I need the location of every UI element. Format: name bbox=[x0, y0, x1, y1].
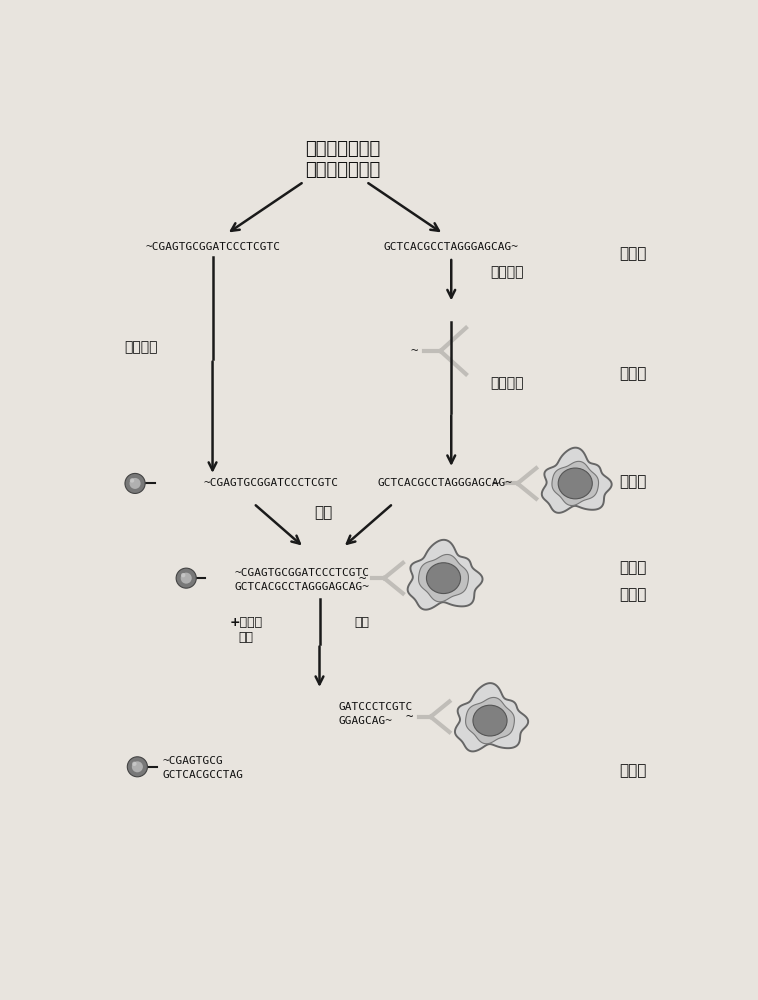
Circle shape bbox=[180, 573, 192, 584]
Text: GGAGCAG~: GGAGCAG~ bbox=[339, 716, 393, 726]
Ellipse shape bbox=[427, 563, 461, 594]
Circle shape bbox=[130, 478, 140, 489]
Text: ~: ~ bbox=[405, 710, 412, 723]
Text: 杂交: 杂交 bbox=[315, 505, 333, 520]
Text: 第三步: 第三步 bbox=[620, 474, 647, 489]
Ellipse shape bbox=[473, 705, 507, 736]
Text: +核酸内: +核酸内 bbox=[230, 616, 262, 629]
Text: GATCCCTCGTC: GATCCCTCGTC bbox=[339, 702, 413, 712]
Text: 合成带有修饰基: 合成带有修饰基 bbox=[305, 140, 381, 158]
Circle shape bbox=[132, 761, 143, 772]
Circle shape bbox=[125, 473, 145, 493]
Ellipse shape bbox=[558, 468, 592, 499]
Text: 连接细胞: 连接细胞 bbox=[490, 376, 524, 390]
Circle shape bbox=[132, 762, 136, 766]
Polygon shape bbox=[408, 540, 483, 610]
Text: 第六步: 第六步 bbox=[620, 763, 647, 778]
Text: ~CGAGTGCGGATCCCTCGTC: ~CGAGTGCGGATCCCTCGTC bbox=[204, 478, 339, 488]
Circle shape bbox=[176, 568, 196, 588]
Text: 第一步: 第一步 bbox=[620, 246, 647, 261]
Text: 酶切: 酶切 bbox=[355, 616, 370, 629]
Polygon shape bbox=[552, 461, 599, 506]
Polygon shape bbox=[465, 697, 515, 744]
Text: ~: ~ bbox=[492, 477, 500, 490]
Polygon shape bbox=[542, 448, 612, 513]
Text: 第二步: 第二步 bbox=[620, 367, 647, 382]
Text: GCTCACGCCTAG: GCTCACGCCTAG bbox=[163, 770, 244, 780]
Circle shape bbox=[127, 757, 148, 777]
Text: 第五步: 第五步 bbox=[620, 588, 647, 603]
Text: 切酶: 切酶 bbox=[238, 631, 253, 644]
Text: 第四步: 第四步 bbox=[620, 561, 647, 576]
Text: ~: ~ bbox=[359, 572, 366, 585]
Text: GCTCACGCCTAGGGAGCAG~: GCTCACGCCTAGGGAGCAG~ bbox=[384, 242, 518, 252]
Text: ~CGAGTGCGGATCCCTCGTC: ~CGAGTGCGGATCCCTCGTC bbox=[235, 568, 370, 578]
Text: ~CGAGTGCGGATCCCTCGTC: ~CGAGTGCGGATCCCTCGTC bbox=[145, 242, 280, 252]
Text: 连接磁珠: 连接磁珠 bbox=[124, 340, 158, 354]
Text: 团的单链核苷酸: 团的单链核苷酸 bbox=[305, 161, 381, 179]
Text: ~: ~ bbox=[410, 344, 418, 358]
Polygon shape bbox=[418, 554, 468, 602]
Circle shape bbox=[130, 478, 134, 483]
Polygon shape bbox=[455, 683, 528, 751]
Text: GCTCACGCCTAGGGAGCAG~: GCTCACGCCTAGGGAGCAG~ bbox=[377, 478, 512, 488]
Text: ~CGAGTGCG: ~CGAGTGCG bbox=[163, 756, 224, 766]
Text: 连接抗体: 连接抗体 bbox=[490, 265, 524, 279]
Circle shape bbox=[181, 573, 186, 577]
Text: GCTCACGCCTAGGGAGCAG~: GCTCACGCCTAGGGAGCAG~ bbox=[235, 582, 370, 592]
